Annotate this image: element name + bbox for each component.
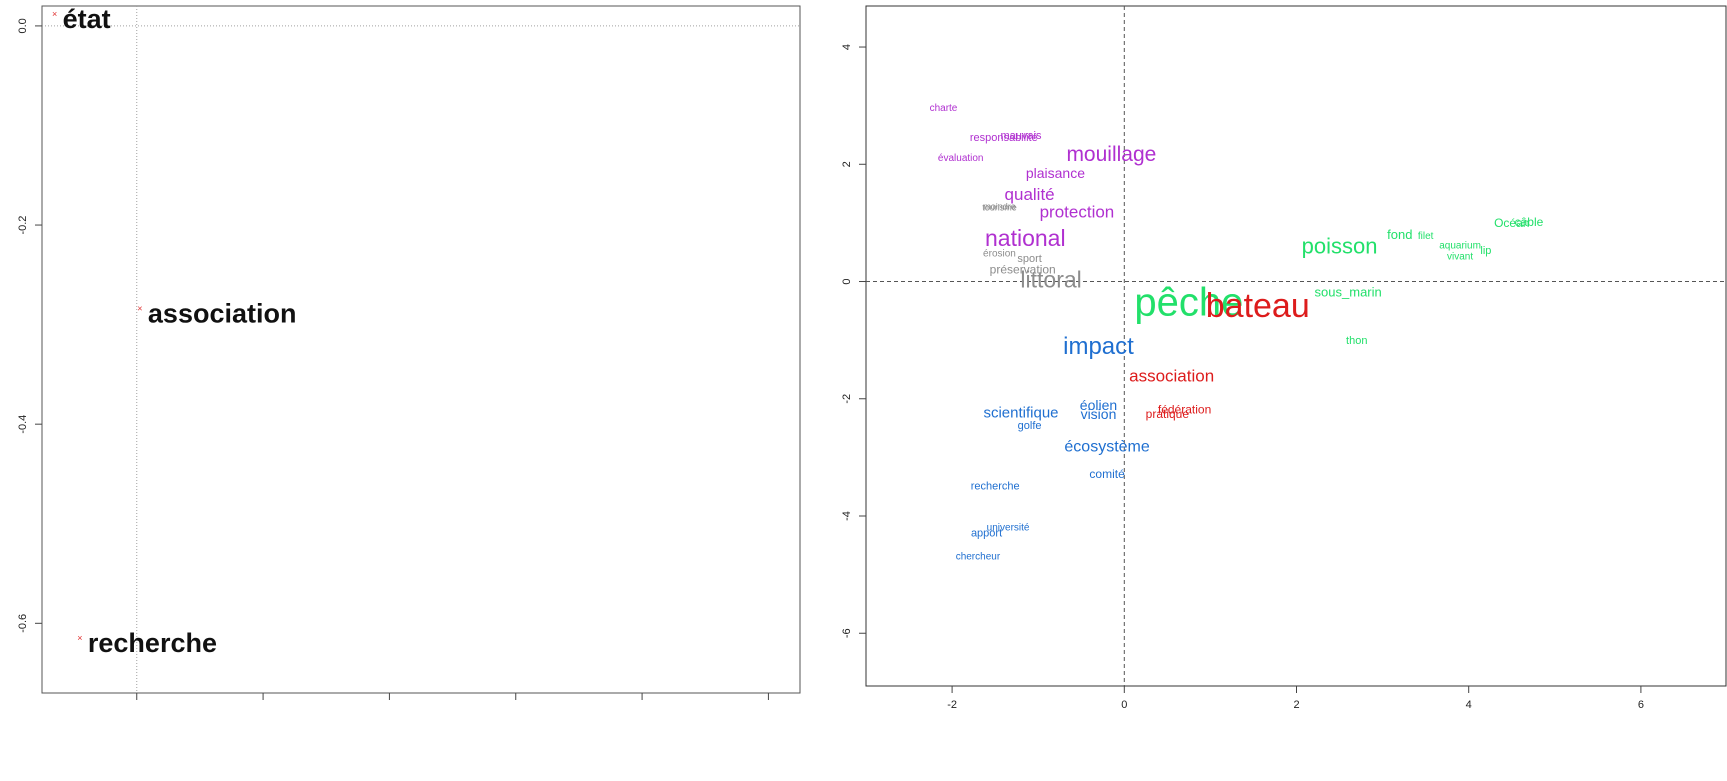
right-word-label: comité bbox=[1089, 467, 1125, 481]
right-word-label: moindre bbox=[983, 201, 1016, 211]
right-y-tick-label: -2 bbox=[841, 394, 853, 404]
right-word-label: recherche bbox=[971, 481, 1020, 493]
right-word-label: lip bbox=[1480, 245, 1491, 257]
left-y-tick-label: 0.0 bbox=[17, 18, 29, 33]
left-plot-frame bbox=[41, 5, 801, 694]
right-word-label: scientifique bbox=[983, 404, 1058, 421]
right-word-label: éolien bbox=[1080, 397, 1117, 413]
right-y-tick-label: 4 bbox=[841, 44, 853, 50]
right-y-tick-label: -4 bbox=[841, 511, 853, 521]
right-word-label: golfe bbox=[1018, 420, 1042, 432]
right-word-label: évaluation bbox=[938, 153, 984, 164]
right-x-tick-label: 4 bbox=[1466, 699, 1472, 711]
right-word-label: tourisme bbox=[982, 203, 1017, 213]
right-y-tick-label: 2 bbox=[841, 161, 853, 167]
left-point-marker: × bbox=[77, 633, 82, 643]
left-y-tick-label: -0.4 bbox=[17, 415, 29, 434]
right-word-label: câble bbox=[1515, 215, 1544, 229]
left-point-marker: × bbox=[52, 9, 57, 19]
right-word-label: qualité bbox=[1005, 185, 1055, 204]
right-word-label: Océan bbox=[1494, 216, 1529, 230]
right-word-label: université bbox=[987, 522, 1030, 533]
right-x-tick-label: 2 bbox=[1293, 699, 1299, 711]
right-y-tick-label: 0 bbox=[841, 278, 853, 284]
left-point-marker: × bbox=[137, 304, 142, 314]
left-y-tick-label: -0.2 bbox=[17, 216, 29, 235]
right-x-tick-label: 0 bbox=[1121, 699, 1127, 711]
right-word-label: bateau bbox=[1206, 287, 1310, 325]
left-y-tick-label: -0.6 bbox=[17, 614, 29, 633]
right-word-label: charte bbox=[930, 103, 958, 114]
left-point-label: recherche bbox=[88, 628, 217, 658]
left-scatter-panel: 0.0-0.2-0.4-0.6×état×collectivité×privé×… bbox=[17, 4, 801, 700]
right-word-label: mouillage bbox=[1066, 143, 1156, 166]
right-word-label: vivant bbox=[1447, 252, 1473, 263]
right-y-tick-label: -6 bbox=[841, 628, 853, 638]
right-word-label: littoral bbox=[1020, 267, 1081, 293]
left-point-label: état bbox=[63, 4, 111, 34]
right-word-label: chercheur bbox=[956, 552, 1001, 563]
right-word-label: filet bbox=[1418, 231, 1434, 242]
right-word-label: fédération bbox=[1158, 403, 1211, 417]
right-word-label: pratique bbox=[1146, 407, 1190, 421]
right-word-label: vision bbox=[1081, 406, 1117, 422]
right-word-label: érosion bbox=[983, 249, 1016, 260]
right-word-label: impact bbox=[1063, 333, 1134, 360]
right-x-tick-label: 6 bbox=[1638, 699, 1644, 711]
right-word-label: poisson bbox=[1302, 233, 1378, 258]
right-x-tick-label: -2 bbox=[947, 699, 957, 711]
right-word-label: fond bbox=[1387, 227, 1412, 242]
right-plot-frame bbox=[865, 5, 1727, 687]
right-word-label: national bbox=[985, 225, 1066, 251]
right-word-label: protection bbox=[1040, 202, 1115, 221]
right-word-label: thon bbox=[1346, 335, 1367, 347]
right-word-label: préservation bbox=[990, 263, 1056, 277]
right-word-label: pêche bbox=[1134, 281, 1243, 325]
right-word-label: aquarium bbox=[1439, 240, 1481, 251]
right-word-label: plaisance bbox=[1026, 165, 1085, 181]
right-word-label: apport bbox=[971, 527, 1002, 539]
right-word-label: sport bbox=[1017, 253, 1041, 265]
right-word-label: association bbox=[1129, 367, 1214, 386]
right-word-label: sous_marin bbox=[1315, 285, 1382, 300]
left-point-label: association bbox=[148, 299, 297, 329]
right-scatter-panel: -2 0 2 4 6 4 2 0 -2 -4 -6 charte responsabilitémauva… bbox=[841, 5, 1727, 711]
right-word-label: écosystème bbox=[1064, 439, 1149, 456]
right-word-label: responsabilité bbox=[970, 132, 1038, 144]
right-word-label: mauvais bbox=[1000, 130, 1041, 142]
